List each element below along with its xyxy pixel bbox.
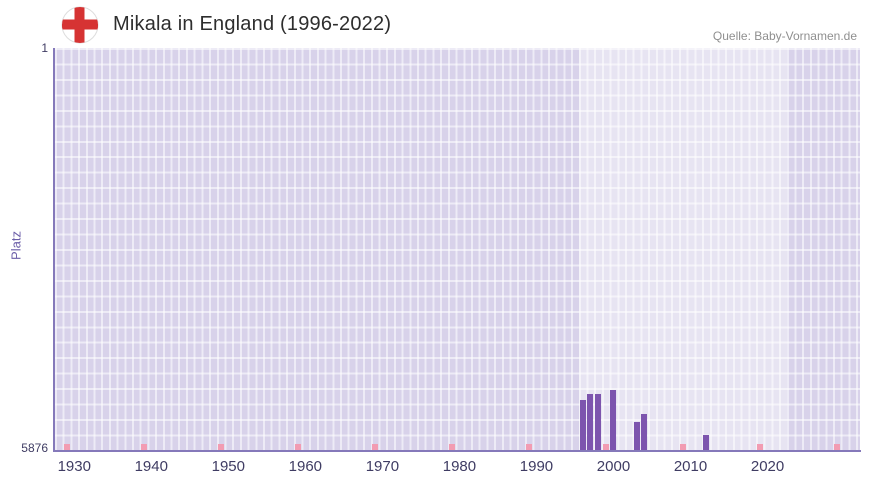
x-tick-label-2020: 2020 [750,458,785,475]
no-data-marker [833,444,840,450]
highlight-band [578,48,787,450]
no-data-marker [140,444,147,450]
no-data-marker [63,444,70,450]
x-tick-label-2000: 2000 [596,458,631,475]
england-flag-icon [61,6,99,44]
x-tick-label-1930: 1930 [57,458,91,475]
y-axis-line [53,48,55,452]
x-tick-label-1980: 1980 [442,458,477,475]
x-tick-label-1950: 1950 [211,458,245,475]
no-data-marker [371,444,378,450]
x-tick-label-1990: 1990 [519,458,554,475]
x-axis-line [53,450,861,452]
source-label: Quelle: Baby-Vornamen.de [712,29,857,43]
x-tick-label-1970: 1970 [365,458,400,475]
x-tick-label-1940: 1940 [134,458,168,475]
x-tick-label-1960: 1960 [288,458,323,475]
y-tick-label-bottom: 5876 [21,441,48,455]
rank-bar-2012[interactable] [702,435,709,450]
no-data-marker [602,444,609,450]
rank-bar-2003[interactable] [633,422,640,450]
no-data-marker [217,444,224,450]
y-tick-label-top: 1 [41,41,48,55]
no-data-marker [756,444,763,450]
rank-bar-1997[interactable] [587,394,594,450]
plot-area [55,48,860,450]
no-data-marker [679,444,686,450]
rank-bar-1996[interactable] [579,400,586,450]
rank-bar-2000[interactable] [610,390,617,450]
page-title: Mikala in England (1996-2022) [113,13,392,35]
rank-bar-2004[interactable] [641,414,648,450]
no-data-marker [294,444,301,450]
no-data-marker [525,444,532,450]
no-data-marker [448,444,455,450]
x-tick-label-2010: 2010 [673,458,708,475]
rank-bar-1998[interactable] [595,394,602,450]
y-axis-title: Platz [8,231,24,260]
x-axis-ticks: 1930 1940 1950 1960 1970 1980 1990 2000 2010 2020 [55,458,860,482]
